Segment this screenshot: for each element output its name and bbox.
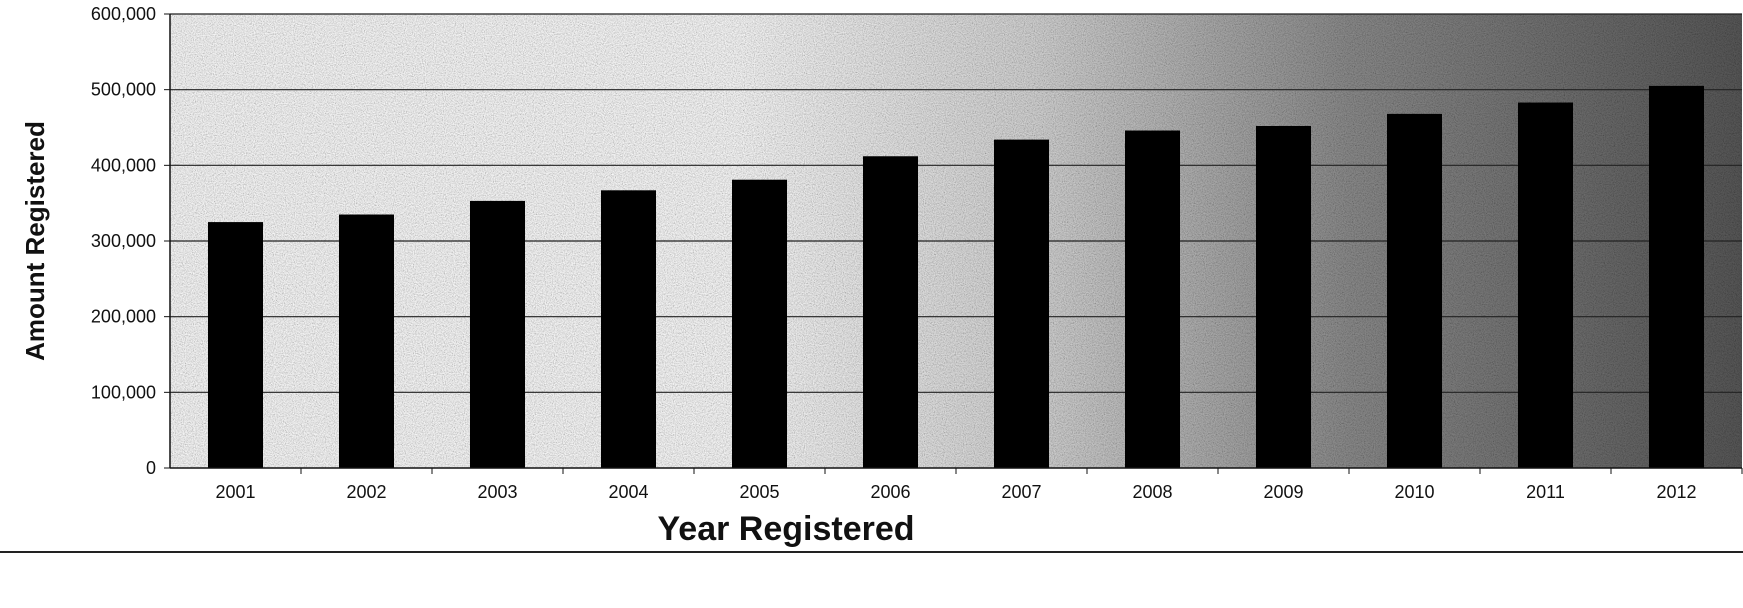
bar-2006 <box>862 156 919 468</box>
y-tick-label: 300,000 <box>91 231 156 251</box>
x-tick-label: 2008 <box>1132 482 1172 502</box>
bar-2003 <box>469 200 526 468</box>
bar-2004 <box>600 190 657 468</box>
y-tick-label: 100,000 <box>91 382 156 402</box>
x-tick-label: 2003 <box>477 482 517 502</box>
bar-2008 <box>1124 130 1181 468</box>
y-tick-label: 200,000 <box>91 307 156 327</box>
x-tick-label: 2001 <box>215 482 255 502</box>
x-tick-label: 2012 <box>1656 482 1696 502</box>
bars <box>207 85 1705 468</box>
x-axis-title: Year Registered <box>657 510 914 548</box>
x-tick-labels: 2001 2002 2003 2004 2005 2006 2007 2008 2009 2010… <box>215 468 1743 502</box>
x-tick-label: 2007 <box>1001 482 1041 502</box>
bar-2009 <box>1255 125 1312 468</box>
y-tick-labels: 0 100,000 200,000 300,000 400,000 500,000 600,… <box>91 4 170 478</box>
y-tick-label: 500,000 <box>91 80 156 100</box>
y-tick-label: 0 <box>146 458 156 478</box>
y-tick-label: 600,000 <box>91 4 156 24</box>
bar-2011 <box>1517 102 1574 468</box>
x-tick-label: 2005 <box>739 482 779 502</box>
x-tick-label: 2010 <box>1394 482 1434 502</box>
bar-2001 <box>207 222 264 468</box>
bar-2010 <box>1386 113 1443 468</box>
y-tick-label: 400,000 <box>91 155 156 175</box>
y-axis-title: Amount Registered <box>20 121 50 361</box>
x-tick-label: 2004 <box>608 482 648 502</box>
bar-2012 <box>1648 85 1705 468</box>
x-tick-label: 2006 <box>870 482 910 502</box>
gridlines <box>170 13 1742 393</box>
bar-2007 <box>993 139 1050 468</box>
x-tick-label: 2002 <box>346 482 386 502</box>
bar-2002 <box>338 214 395 468</box>
x-tick-label: 2011 <box>1526 482 1565 502</box>
bar-2005 <box>731 179 788 468</box>
x-tick-label: 2009 <box>1263 482 1303 502</box>
